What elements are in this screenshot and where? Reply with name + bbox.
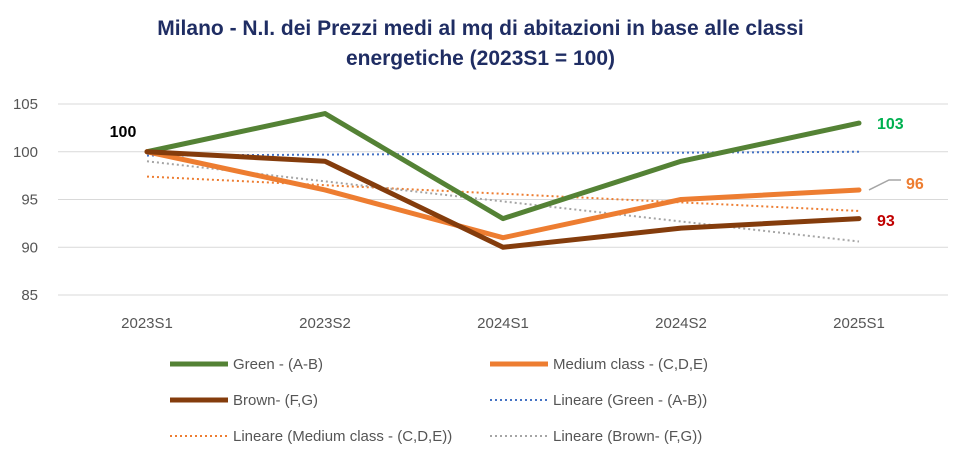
legend-label: Lineare (Brown- (F,G)) (553, 428, 702, 445)
series-line-green-a-b (144, 111, 862, 222)
series-line-medium-class-c-d-e (144, 149, 862, 241)
series-line-lineare-green-a-b (146, 150, 860, 157)
chart-title: Milano - N.I. dei Prezzi medi al mq di a… (0, 14, 961, 74)
y-axis-ticks: 85 90 95 100 105 (13, 96, 38, 304)
series-line-brown-f-g (144, 149, 862, 250)
legend: Green - (A-B) Medium class - (C,D,E) Brown… (170, 356, 708, 445)
chart-title-line1: Milano - N.I. dei Prezzi medi al mq di a… (157, 17, 804, 40)
series-lines (144, 111, 862, 250)
legend-label: Lineare (Medium class - (C,D,E)) (233, 428, 452, 445)
chart-title-line2: energetiche (2023S1 = 100) (345, 47, 616, 70)
x-tick-label: 2024S2 (655, 315, 707, 332)
data-label-96: 96 (906, 176, 924, 193)
series-line-lineare-medium-class-c-d-e (146, 175, 860, 212)
y-tick-label: 95 (21, 192, 38, 209)
y-tick-label: 105 (13, 96, 38, 113)
gridlines (58, 103, 948, 296)
data-label-100: 100 (110, 124, 137, 141)
legend-label: Green - (A-B) (233, 356, 323, 373)
y-tick-label: 85 (21, 287, 38, 304)
data-label-103: 103 (877, 116, 904, 133)
legend-label: Medium class - (C,D,E) (553, 356, 708, 373)
x-axis-ticks: 2023S1 2023S2 2024S1 2024S2 2025S1 (121, 315, 885, 332)
data-label-93: 93 (877, 213, 895, 230)
legend-label: Lineare (Green - (A-B)) (553, 392, 707, 409)
x-tick-label: 2023S2 (299, 315, 351, 332)
x-tick-label: 2025S1 (833, 315, 885, 332)
data-annotations: 100 103 96 93 (110, 116, 924, 230)
x-tick-label: 2024S1 (477, 315, 529, 332)
data-label-leader (868, 179, 901, 191)
legend-label: Brown- (F,G) (233, 392, 318, 409)
y-tick-label: 90 (21, 239, 38, 256)
x-tick-label: 2023S1 (121, 315, 173, 332)
y-tick-label: 100 (13, 144, 38, 161)
